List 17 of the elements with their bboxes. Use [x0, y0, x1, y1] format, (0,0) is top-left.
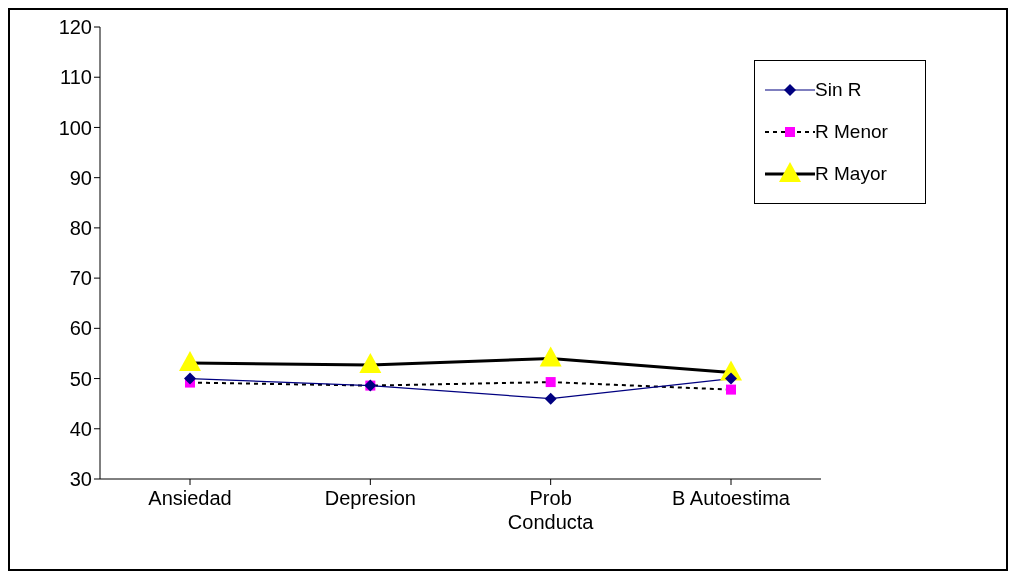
y-tick-label: 120 — [58, 16, 92, 39]
y-tick-label: 90 — [69, 166, 92, 189]
y-tick-label: 80 — [69, 216, 92, 239]
y-tick-label: 100 — [58, 116, 92, 139]
legend-label: R Menor — [815, 121, 888, 143]
y-tick-label: 70 — [69, 267, 92, 290]
x-tick-label: Prob Conducta — [507, 487, 595, 533]
y-tick-label: 30 — [69, 468, 92, 491]
x-tick-label: B Autoestima — [672, 487, 791, 509]
legend-label: Sin R — [815, 79, 862, 101]
x-tick-label: Ansiedad — [148, 487, 232, 509]
y-tick-label: 110 — [60, 66, 92, 89]
y-tick-label: 50 — [69, 367, 92, 390]
legend-label: R Mayor — [815, 163, 887, 185]
x-tick-label: Depresion — [324, 487, 416, 509]
y-tick-label: 60 — [69, 317, 92, 340]
y-tick-label: 40 — [69, 417, 92, 440]
